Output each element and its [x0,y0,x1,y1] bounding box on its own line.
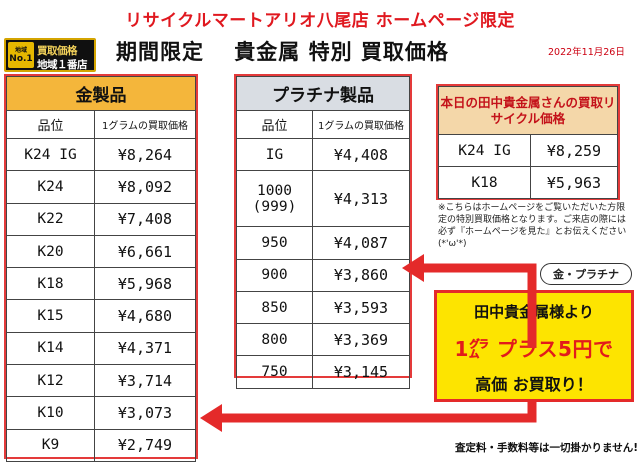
platinum-purity-cell: 1000 (999) [236,170,313,228]
platinum-row: 950 ¥4,087 [236,226,410,260]
today-price-cell: ¥8,259 [530,134,618,167]
platinum-table-title: プラチナ製品 [236,76,410,111]
platinum-price-cell: ¥3,369 [312,323,410,357]
gold-row: K14 ¥4,371 [6,331,196,366]
website-only-note: ※こちらはホームページをご覧いただいた方限定の特別買取価格となります。ご来店の際… [438,203,627,249]
gold-row: K10 ¥3,073 [6,396,196,430]
platinum-purity-cell: 800 [236,323,313,357]
platinum-col-price: 1グラムの買取価格 [312,110,410,139]
promo-line-1: 田中貴金属様より [474,303,594,321]
gold-price-cell: ¥4,680 [94,299,196,333]
no1-medal-icon: 地域 No.1 [8,42,34,68]
gold-row: K22 ¥7,408 [6,202,196,236]
gold-purity-cell: K22 [6,202,95,236]
gold-price-cell: ¥5,968 [94,267,196,301]
gold-price-cell: ¥2,749 [94,428,196,462]
gold-purity-cell: K9 [6,428,95,462]
gold-price-cell: ¥6,661 [94,234,196,269]
gold-price-cell: ¥3,073 [94,396,196,430]
platinum-price-cell: ¥3,593 [312,290,410,325]
gold-row: K15 ¥4,680 [6,299,196,333]
promo-line-3: 高価 お買取り！ [475,375,593,394]
platinum-price-cell: ¥4,408 [312,137,410,172]
platinum-price-cell: ¥4,087 [312,226,410,260]
today-row: K24 IG ¥8,259 [438,134,618,167]
page-title: 期間限定 貴金属 特別 買取価格 [116,40,449,64]
platinum-row: 850 ¥3,593 [236,290,410,325]
platinum-row: 1000 (999) ¥4,313 [236,170,410,228]
platinum-price-cell: ¥4,313 [312,170,410,228]
today-purity-cell: K24 IG [438,134,531,167]
gold-purity-cell: K20 [6,234,95,269]
platinum-purity-cell: 750 [236,355,313,389]
platinum-row: IG ¥4,408 [236,137,410,172]
gold-price-cell: ¥8,092 [94,170,196,204]
store-banner-title: リサイクルマートアリオ八尾店 ホームページ限定 [125,11,515,31]
gold-table-title: 金製品 [6,76,196,111]
promo-box: 田中貴金属様より 1㌘ プラス5円で 高価 お買取り！ [434,290,634,402]
promo-line-2: 1㌘ プラス5円で [454,337,614,361]
platinum-price-table: プラチナ製品 品位 1グラムの買取価格 IG ¥4,408 1000 (999) ¥4,… [234,74,412,389]
badge-line-2: 地域１番店 [37,59,88,71]
platinum-purity-cell: 850 [236,290,313,325]
platinum-price-cell: ¥3,145 [312,355,410,389]
gold-purity-cell: K24 IG [6,137,95,172]
today-price-cell: ¥5,963 [530,166,618,199]
gold-price-cell: ¥4,371 [94,331,196,366]
gold-col-purity: 品位 [6,110,95,139]
badge-line-1: 買取価格 [37,45,78,57]
gold-purity-cell: K14 [6,331,95,366]
gold-purity-cell: K12 [6,364,95,398]
date-label: 2022年11月26日 [548,47,625,58]
gold-col-price: 1グラムの買取価格 [94,110,196,139]
arrow-to-gold-icon [200,402,537,432]
gold-purity-cell: K24 [6,170,95,204]
today-table-title: 本日の田中貴金属さんの買取リサイクル価格 [438,86,618,135]
platinum-row: 900 ¥3,860 [236,258,410,292]
platinum-row: 750 ¥3,145 [236,355,410,389]
gold-price-table: 金製品 品位 1グラムの買取価格 K24 IG ¥8,264 K24 ¥8,092 K2… [4,74,198,462]
gold-price-cell: ¥7,408 [94,202,196,236]
platinum-purity-cell: 900 [236,258,313,292]
platinum-price-cell: ¥3,860 [312,258,410,292]
gold-row: K18 ¥5,968 [6,267,196,301]
gold-price-cell: ¥8,264 [94,137,196,172]
platinum-col-purity: 品位 [236,110,313,139]
gold-purity-cell: K18 [6,267,95,301]
today-tanaka-price-table: 本日の田中貴金属さんの買取リサイクル価格 K24 IG ¥8,259 K18 ¥5,9… [436,84,620,200]
gold-row: K12 ¥3,714 [6,364,196,398]
no1-badge: 地域 No.1 買取価格 地域１番店 [4,38,96,72]
no-fee-note: 査定料・手数料等は一切掛かりません! [455,442,638,454]
gold-purity-cell: K15 [6,299,95,333]
today-row: K18 ¥5,963 [438,166,618,199]
gold-row: K20 ¥6,661 [6,234,196,269]
gold-platinum-tag: 金・プラチナ [540,263,632,285]
today-purity-cell: K18 [438,166,531,199]
platinum-purity-cell: 950 [236,226,313,260]
gold-row: K24 IG ¥8,264 [6,137,196,172]
platinum-row: 800 ¥3,369 [236,323,410,357]
gold-purity-cell: K10 [6,396,95,430]
platinum-purity-cell: IG [236,137,313,172]
gold-price-cell: ¥3,714 [94,364,196,398]
gold-row: K9 ¥2,749 [6,428,196,462]
gold-row: K24 ¥8,092 [6,170,196,204]
